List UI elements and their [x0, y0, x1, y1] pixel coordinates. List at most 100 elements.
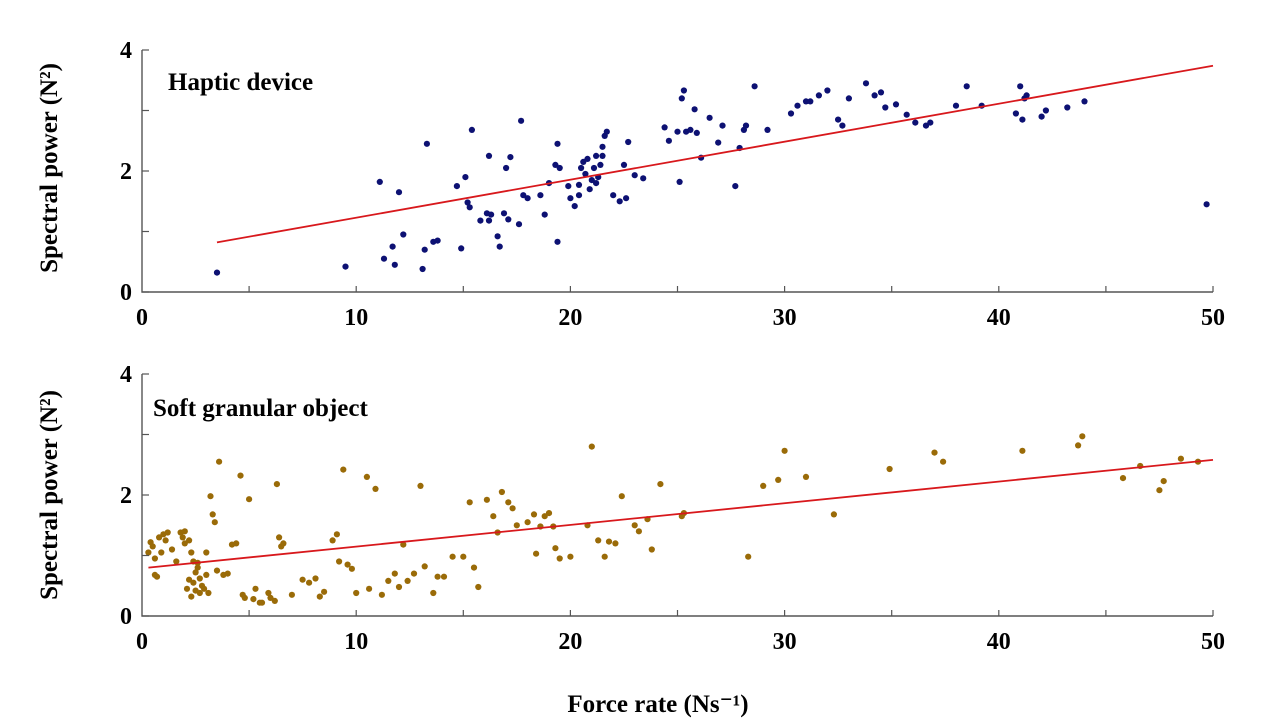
- data-point: [706, 114, 713, 121]
- data-point: [603, 128, 610, 135]
- data-point: [434, 237, 441, 244]
- data-point: [680, 87, 688, 94]
- data-point: [815, 92, 823, 99]
- data-point: [464, 199, 471, 206]
- data-point: [1081, 98, 1088, 105]
- data-point: [252, 585, 259, 592]
- data-point: [903, 111, 910, 118]
- data-point: [179, 534, 186, 541]
- data-point: [258, 599, 266, 606]
- data-point: [518, 117, 525, 124]
- data-point: [787, 110, 795, 117]
- data-point: [554, 238, 561, 245]
- data-point: [417, 482, 424, 489]
- data-point: [190, 579, 197, 586]
- data-point: [1042, 107, 1049, 114]
- data-point: [665, 137, 673, 144]
- data-point: [395, 189, 403, 196]
- data-point: [233, 540, 240, 547]
- data-point: [186, 576, 193, 583]
- data-point: [830, 511, 838, 518]
- data-point: [610, 192, 617, 199]
- data-point: [612, 540, 619, 547]
- data-point: [715, 139, 722, 146]
- data-point: [395, 583, 403, 591]
- data-point: [586, 186, 593, 193]
- x-tick-label: 30: [773, 629, 797, 655]
- soft-granular-object-title: Soft granular object: [153, 395, 368, 422]
- data-point: [565, 183, 572, 190]
- data-point: [192, 569, 199, 576]
- data-point: [691, 106, 698, 113]
- y-axis-title-text: Spectral power (N²): [36, 63, 63, 273]
- data-point: [541, 513, 548, 520]
- data-point: [216, 458, 223, 465]
- data-point: [273, 481, 280, 488]
- x-tick-label: 0: [136, 305, 148, 331]
- data-point: [742, 122, 750, 129]
- data-point: [578, 164, 585, 172]
- data-point: [1203, 201, 1210, 208]
- data-point: [839, 122, 846, 129]
- data-point: [552, 161, 559, 168]
- data-point: [940, 458, 947, 465]
- data-point: [745, 553, 752, 560]
- soft-granular-object-panel: 0 10 20 30 40 50 0 2 4 Soft granular object Spec…: [36, 362, 1225, 718]
- x-tick-label: 50: [1201, 305, 1225, 331]
- y-tick-label: 4: [120, 362, 132, 388]
- data-point: [162, 537, 169, 544]
- data-point: [541, 211, 548, 218]
- data-point: [485, 152, 493, 159]
- data-point: [419, 265, 426, 273]
- data-point: [449, 553, 456, 560]
- data-point: [366, 585, 373, 592]
- data-point: [494, 233, 501, 240]
- haptic-device-y-axis-title: Spectral power (N²): [36, 63, 63, 273]
- data-point: [391, 261, 398, 268]
- data-point: [468, 126, 475, 133]
- data-point: [524, 195, 531, 202]
- data-point: [533, 550, 540, 557]
- data-point: [1119, 475, 1127, 482]
- y-tick-label: 0: [120, 280, 132, 306]
- data-point: [483, 496, 490, 503]
- x-tick-label: 0: [136, 629, 148, 655]
- data-point: [440, 573, 448, 580]
- data-point: [588, 443, 595, 450]
- data-point: [158, 549, 165, 556]
- data-point: [515, 221, 523, 228]
- data-point: [537, 192, 544, 199]
- data-point: [306, 579, 313, 586]
- data-point: [781, 447, 788, 454]
- x-tick-label: 30: [773, 305, 797, 331]
- data-point: [764, 126, 771, 133]
- data-point: [571, 203, 578, 210]
- data-point: [751, 83, 758, 90]
- data-point: [203, 549, 210, 556]
- data-point: [584, 155, 591, 162]
- data-point: [507, 154, 514, 161]
- data-point: [213, 269, 221, 276]
- data-point: [316, 593, 323, 600]
- data-point: [404, 577, 411, 585]
- data-point: [299, 576, 306, 583]
- data-point: [845, 95, 853, 102]
- data-point: [1160, 478, 1167, 485]
- data-point: [877, 89, 885, 96]
- data-point: [196, 589, 203, 597]
- data-point: [485, 217, 493, 224]
- data-point: [466, 204, 473, 211]
- haptic-device-panel: 0 10 20 30 40 50 0 2 4 Haptic device Spectral po…: [36, 38, 1225, 331]
- data-point: [246, 496, 253, 503]
- data-point: [207, 493, 214, 500]
- data-point: [582, 170, 589, 178]
- data-point: [635, 528, 643, 535]
- y-tick-label: 2: [120, 159, 132, 185]
- data-point: [588, 177, 595, 184]
- data-point: [336, 558, 343, 565]
- x-tick-label: 20: [558, 305, 582, 331]
- soft-granular-object-points: [145, 433, 1202, 606]
- data-point: [922, 122, 930, 129]
- data-point: [453, 183, 460, 190]
- data-point: [466, 499, 473, 506]
